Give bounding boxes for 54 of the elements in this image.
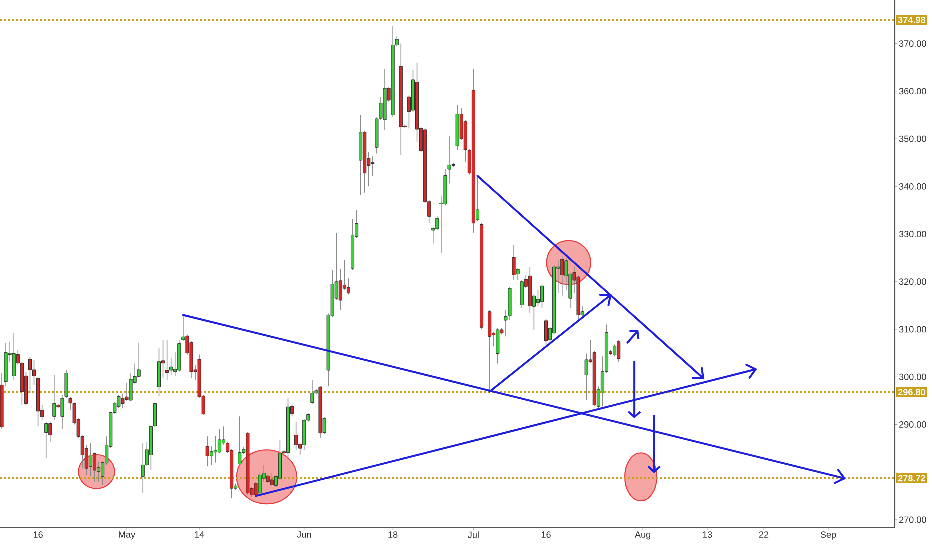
candlestick [28, 356, 32, 394]
x-tick-label: May [119, 532, 136, 540]
ref-line-label: 278.72 [898, 475, 926, 482]
candlestick [210, 446, 214, 466]
candlestick [52, 374, 56, 420]
y-tick-label: 370.00 [899, 40, 926, 48]
candlestick [613, 344, 617, 358]
candlestick [512, 244, 516, 280]
candlestick [310, 380, 314, 405]
candlestick [12, 332, 16, 380]
candlestick [560, 256, 564, 298]
x-tick-label: Sep [820, 532, 836, 540]
candlestick [214, 436, 218, 464]
x-tick-label: 13 [703, 532, 712, 538]
y-tick-label: 340.00 [899, 183, 926, 190]
candlestick [170, 358, 174, 376]
candlestick [270, 472, 274, 488]
candlestick [153, 402, 157, 428]
candlestick [32, 360, 36, 386]
y-tick-label: 310.00 [899, 326, 926, 333]
y-tick-label: 330.00 [899, 231, 926, 238]
ref-line-label: 374.98 [898, 16, 926, 24]
x-tick-label: 14 [195, 532, 204, 538]
x-tick-label: Jul [468, 532, 479, 538]
candlestick [206, 436, 210, 468]
candlestick [238, 416, 242, 466]
candlestick [44, 422, 48, 459]
y-tick-label: 320.00 [899, 278, 926, 286]
x-tick-label: 18 [388, 532, 398, 538]
candlestick [346, 278, 350, 296]
x-tick-label: Jun [297, 532, 312, 538]
y-tick-label: 350.00 [899, 136, 926, 142]
candlestick [544, 319, 548, 346]
candlestick [218, 429, 222, 454]
x-tick-label: Aug [634, 532, 651, 540]
candlestick [540, 284, 544, 309]
x-tick-label: 16 [542, 532, 551, 538]
y-tick-label: 300.00 [899, 374, 926, 380]
x-tick-label: 22 [759, 532, 769, 538]
candlestick [88, 442, 92, 478]
y-tick-label: 290.00 [899, 422, 926, 428]
candlestick [496, 328, 500, 364]
candlestick [371, 156, 375, 177]
candlestick [141, 442, 145, 494]
candlestick [536, 290, 540, 308]
x-tick-label: 16 [34, 532, 43, 538]
y-tick-label: 270.00 [899, 516, 926, 524]
candlestick [617, 340, 621, 362]
candlestick [294, 421, 298, 450]
candlestick [338, 269, 342, 310]
candlestick [166, 340, 170, 380]
y-tick-label: 360.00 [899, 88, 926, 95]
candlestick [92, 452, 97, 482]
ref-line-label: 296.80 [898, 389, 926, 396]
